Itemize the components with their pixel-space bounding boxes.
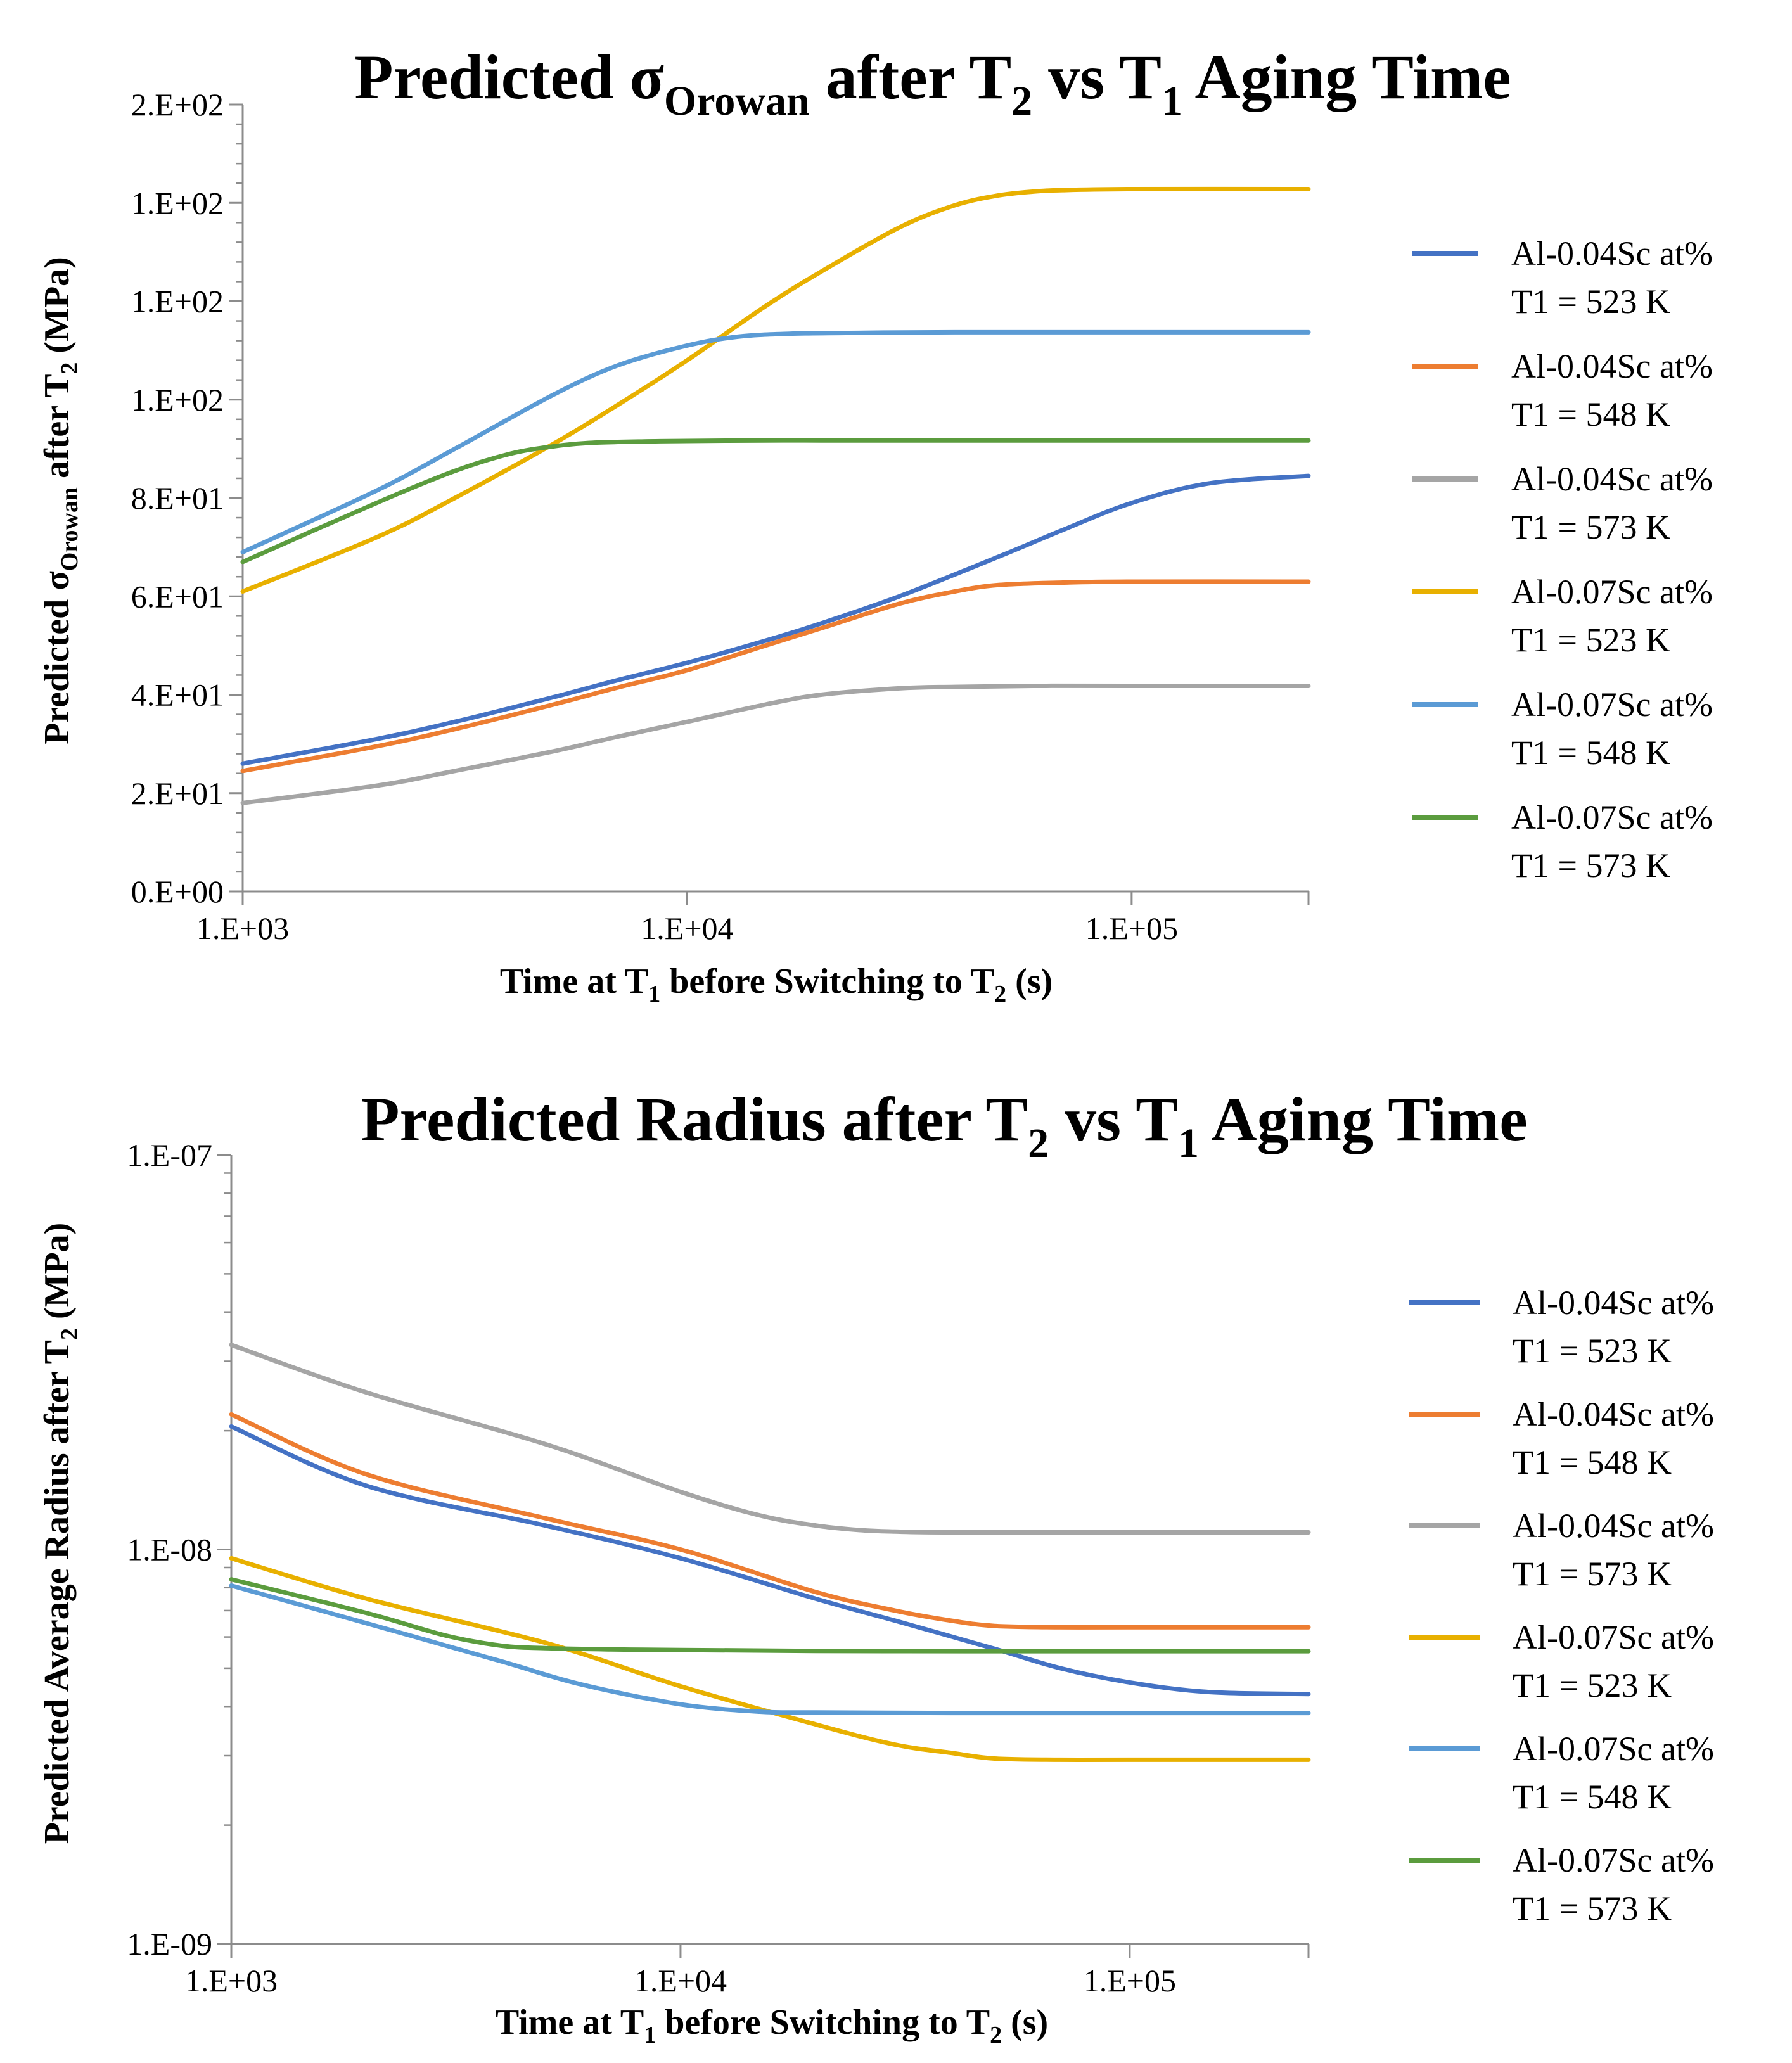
radius-legend-sublabel-3: T1 = 573 K (1513, 1555, 1672, 1593)
radius-legend-label-1: Al-0.04Sc at% (1513, 1284, 1714, 1322)
radius-legend: Al-0.04Sc at% T1 = 523 K Al-0.04Sc at% T1 =… (1409, 1284, 1714, 1927)
orowan-series-line-6 (240, 438, 1311, 565)
orowan-x-axis-title: Time at T1 before Switching to T2 (s) (500, 962, 1053, 1007)
radius-y-tick-label: 1.E-08 (127, 1532, 212, 1568)
orowan-series-line-2 (240, 579, 1311, 774)
orowan-y-tick-label: 1.E+02 (131, 382, 224, 418)
radius-series-line-2 (229, 1412, 1311, 1630)
orowan-y-tick-label: 6.E+01 (131, 578, 224, 614)
radius-y-tick-label: 1.E-07 (127, 1137, 212, 1173)
orowan-legend: Al-0.04Sc at% T1 = 523 K Al-0.04Sc at% T1 =… (1412, 234, 1713, 885)
orowan-y-tick-label: 0.E+00 (131, 874, 224, 909)
radius-legend-label-6: Al-0.07Sc at% (1513, 1841, 1714, 1879)
orowan-x-tick-label: 1.E+05 (1085, 910, 1178, 946)
radius-legend-sublabel-6: T1 = 573 K (1513, 1889, 1672, 1927)
orowan-legend-sublabel-1: T1 = 523 K (1511, 283, 1670, 321)
radius-y-axis-title: Predicted Average Radius after T2 (MPa) (37, 1223, 83, 1844)
radius-series-line-4 (229, 1555, 1311, 1763)
orowan-legend-label-4: Al-0.07Sc at% (1511, 573, 1713, 611)
radius-series-line-3 (229, 1343, 1311, 1535)
radius-legend-label-2: Al-0.04Sc at% (1513, 1395, 1714, 1433)
radius-x-tick-label: 1.E+04 (634, 1963, 727, 1998)
radius-legend-label-3: Al-0.04Sc at% (1513, 1507, 1714, 1545)
radius-chart: Predicted Radius after T2 vs T1 Aging Ti… (37, 1084, 1714, 2048)
orowan-y-axis-title: Predicted σOrowan after T2 (MPa) (37, 257, 83, 744)
orowan-legend-sublabel-5: T1 = 548 K (1511, 734, 1670, 772)
orowan-y-tick-label: 1.E+02 (131, 185, 224, 220)
orowan-x-tick-label: 1.E+03 (196, 910, 289, 946)
radius-legend-sublabel-5: T1 = 548 K (1513, 1778, 1672, 1816)
orowan-legend-label-5: Al-0.07Sc at% (1511, 686, 1713, 724)
radius-legend-label-5: Al-0.07Sc at% (1513, 1730, 1714, 1768)
radius-legend-sublabel-2: T1 = 548 K (1513, 1443, 1672, 1481)
orowan-series (240, 186, 1311, 805)
radius-x-tick-label: 1.E+03 (185, 1963, 278, 1998)
orowan-axes: 0.E+00 2.E+01 4.E+01 6.E+01 8.E+01 1.E+02 1.E+… (131, 87, 1310, 946)
orowan-legend-sublabel-3: T1 = 573 K (1511, 508, 1670, 546)
radius-legend-sublabel-4: T1 = 523 K (1513, 1666, 1672, 1704)
radius-chart-title: Predicted Radius after T2 vs T1 Aging Ti… (361, 1084, 1527, 1166)
radius-series (229, 1343, 1311, 1763)
radius-series-line-6 (229, 1577, 1311, 1654)
orowan-chart: Predicted σOrowan after T2 vs T1 Aging T… (37, 42, 1713, 1007)
radius-series-line-5 (229, 1583, 1311, 1716)
radius-legend-sublabel-1: T1 = 523 K (1513, 1332, 1672, 1370)
orowan-y-tick-label: 1.E+02 (131, 284, 224, 319)
orowan-series-line-4 (240, 186, 1311, 594)
orowan-y-tick-label: 2.E+02 (131, 87, 224, 122)
orowan-series-line-3 (240, 683, 1311, 805)
orowan-x-tick-label: 1.E+04 (641, 910, 733, 946)
radius-legend-label-4: Al-0.07Sc at% (1513, 1618, 1714, 1656)
orowan-y-tick-label: 4.E+01 (131, 677, 224, 713)
orowan-series-line-1 (240, 473, 1311, 766)
radius-series-line-1 (229, 1424, 1311, 1697)
orowan-legend-label-2: Al-0.04Sc at% (1511, 347, 1713, 385)
orowan-legend-sublabel-2: T1 = 548 K (1511, 395, 1670, 433)
orowan-legend-sublabel-4: T1 = 523 K (1511, 621, 1670, 659)
orowan-y-tick-label: 8.E+01 (131, 480, 224, 516)
orowan-y-tick-label: 2.E+01 (131, 776, 224, 811)
orowan-legend-label-1: Al-0.04Sc at% (1511, 234, 1713, 272)
orowan-series-line-5 (240, 329, 1311, 554)
orowan-legend-sublabel-6: T1 = 573 K (1511, 846, 1670, 885)
radius-x-tick-label: 1.E+05 (1084, 1963, 1176, 1998)
orowan-legend-label-3: Al-0.04Sc at% (1511, 460, 1713, 498)
radius-x-axis-title: Time at T1 before Switching to T2 (s) (496, 2003, 1048, 2048)
radius-axes: 1.E-09 1.E-08 1.E-07 1.E+03 1.E+04 1.E+05 (127, 1137, 1310, 1998)
orowan-chart-title: Predicted σOrowan after T2 vs T1 Aging T… (354, 42, 1511, 124)
orowan-legend-label-6: Al-0.07Sc at% (1511, 798, 1713, 836)
radius-y-tick-label: 1.E-09 (127, 1926, 212, 1962)
